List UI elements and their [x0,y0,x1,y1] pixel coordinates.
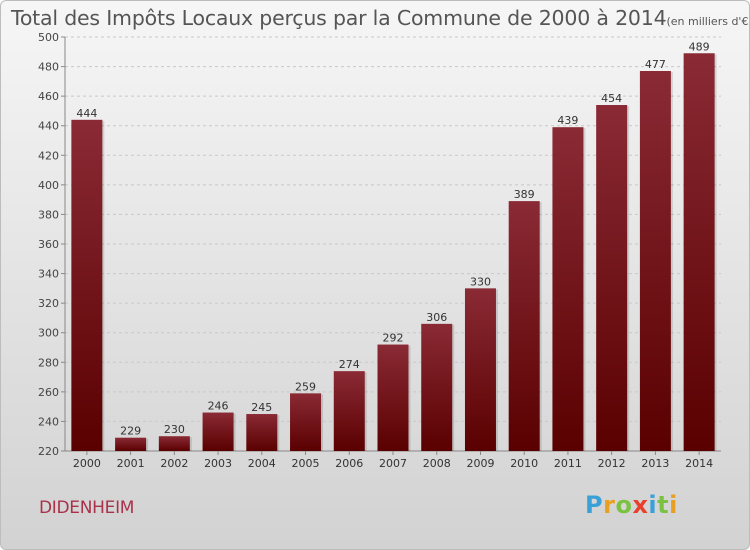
y-tick-label: 340 [38,268,59,281]
commune-name: DIDENHEIM [39,498,135,518]
bar-value-label: 274 [339,358,360,371]
y-tick-label: 360 [38,238,59,251]
bar-value-label: 245 [251,401,272,414]
bar [421,323,453,451]
bar [683,53,715,452]
bar-value-label: 477 [645,58,666,71]
x-tick-label: 2008 [423,457,451,470]
y-tick-label: 480 [38,61,59,74]
bar [71,119,103,452]
bar [464,288,496,451]
x-tick-label: 2000 [73,457,101,470]
x-tick-label: 2007 [379,457,407,470]
bar [639,71,671,451]
x-tick-label: 2011 [554,457,582,470]
y-tick-label: 400 [38,179,59,192]
bar-value-label: 444 [76,107,97,120]
bar-value-label: 330 [470,275,491,288]
y-tick-label: 380 [38,208,59,221]
bar [333,371,365,451]
bar [246,414,278,451]
bar-value-label: 454 [601,92,622,105]
logo-letter: r [603,491,616,519]
bar-value-label: 230 [164,423,185,436]
bar-value-label: 306 [426,311,447,324]
bar [377,344,409,451]
y-tick-label: 220 [38,445,59,458]
chart-title: Total des Impôts Locaux perçus par la Co… [11,6,667,30]
y-tick-label: 240 [38,415,59,428]
bar [596,105,628,451]
logo-letter: o [615,491,633,519]
chart-title-unit: (en milliers d'€) [666,15,750,28]
x-tick-label: 2010 [510,457,538,470]
bar [508,201,540,451]
x-tick-label: 2009 [466,457,494,470]
x-tick-label: 2004 [248,457,276,470]
y-tick-label: 500 [38,31,59,44]
logo-letter: i [669,491,678,519]
logo-letter: P [585,491,604,519]
y-tick-label: 260 [38,386,59,399]
bar [552,127,584,451]
y-tick-label: 420 [38,149,59,162]
y-tick-label: 300 [38,327,59,340]
bar [115,437,147,451]
x-tick-label: 2014 [685,457,713,470]
x-tick-label: 2006 [335,457,363,470]
logo-letter: i [648,491,658,519]
bar-value-label: 439 [557,114,578,127]
y-tick-label: 320 [38,297,59,310]
logo-letter: x [632,491,649,519]
bar-value-label: 229 [120,425,141,438]
bar [290,393,322,451]
proxiti-logo: Proxiti [585,491,678,519]
bar [202,412,234,451]
bar-value-label: 292 [383,332,404,345]
bar-value-label: 489 [689,40,710,53]
x-tick-label: 2002 [160,457,188,470]
bar [158,436,190,451]
y-tick-label: 440 [38,120,59,133]
x-tick-label: 2001 [117,457,145,470]
bar-value-label: 259 [295,380,316,393]
x-tick-label: 2003 [204,457,232,470]
bar-value-label: 246 [208,400,229,413]
x-tick-label: 2012 [598,457,626,470]
chart-title-line: Total des Impôts Locaux perçus par la Co… [11,6,750,30]
logo-letter: t [657,491,670,519]
x-tick-label: 2013 [641,457,669,470]
y-tick-label: 460 [38,90,59,103]
y-tick-label: 280 [38,356,59,369]
bar-value-label: 389 [514,188,535,201]
x-tick-label: 2005 [292,457,320,470]
